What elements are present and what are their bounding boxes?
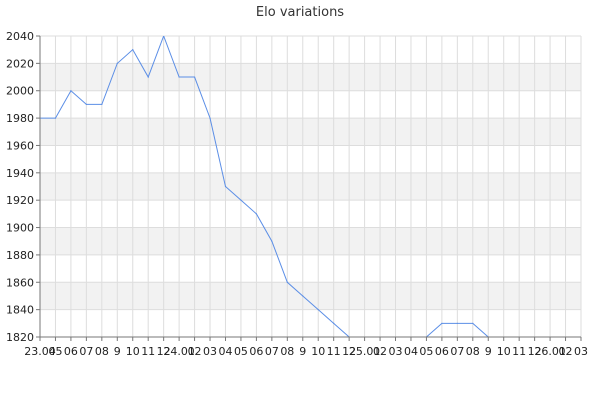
data-point [333, 322, 335, 324]
x-tick-label: 06 [249, 345, 263, 358]
y-tick-label: 2040 [6, 30, 34, 43]
x-tick-label: 05 [419, 345, 433, 358]
x-tick-label: 11 [512, 345, 526, 358]
y-tick-label: 2020 [6, 57, 34, 70]
axis-layer [36, 35, 582, 341]
y-tick-label: 1960 [6, 139, 34, 152]
data-point [286, 281, 288, 283]
chart-title: Elo variations [256, 5, 344, 20]
x-tick-label: 10 [126, 345, 140, 358]
x-tick-label: 23.04 [24, 345, 56, 358]
data-point [224, 185, 227, 188]
data-point [441, 322, 443, 324]
data-point [240, 199, 242, 201]
x-tick-label: 12 [342, 345, 356, 358]
data-point [255, 213, 257, 215]
x-tick-label: 11 [141, 345, 155, 358]
x-tick-label: 07 [450, 345, 464, 358]
x-tick-label: 9 [299, 345, 306, 358]
x-tick-label: 12 [528, 345, 542, 358]
data-point [132, 49, 134, 51]
x-tick-label: 02 [559, 345, 573, 358]
data-point [193, 76, 196, 78]
data-point [317, 309, 319, 311]
y-tick-label: 1900 [6, 222, 34, 235]
data-point [163, 36, 165, 37]
y-tick-label: 1880 [6, 249, 34, 262]
x-tick-label: 03 [389, 345, 403, 358]
data-point [302, 295, 304, 297]
x-tick-label: 10 [311, 345, 325, 358]
x-tick-label: 06 [64, 345, 78, 358]
data-point [70, 90, 72, 92]
y-tick-label: 1920 [6, 194, 34, 207]
x-tick-label: 12 [157, 345, 171, 358]
x-tick-label: 05 [48, 345, 62, 358]
x-tick-label: 9 [485, 345, 492, 358]
x-tick-label: 24.01 [163, 345, 195, 358]
y-tick-labels: 1820 1840 1860 1880 1900 1920 1940 1960 1980 2000… [6, 30, 34, 344]
y-tick-label: 1820 [6, 331, 34, 344]
x-tick-label: 26.01 [534, 345, 566, 358]
x-tick-label: 06 [435, 345, 449, 358]
data-point [472, 322, 474, 324]
x-tick-label: 04 [404, 345, 418, 358]
data-point [379, 364, 380, 365]
x-tick-label: 05 [234, 345, 248, 358]
grid-band [40, 227, 581, 255]
y-tick-label: 2000 [6, 85, 34, 98]
x-tick-label: 08 [466, 345, 480, 358]
data-point [54, 117, 57, 119]
y-tick-label: 1860 [6, 276, 34, 289]
grid-band [40, 282, 581, 310]
data-point [147, 76, 149, 78]
x-tick-label: 10 [497, 345, 511, 358]
data-point [101, 103, 103, 106]
data-point [209, 117, 211, 119]
x-tick-label: 02 [188, 345, 202, 358]
grid-band [40, 63, 581, 91]
band-layer [40, 63, 581, 310]
x-tick-label: 11 [327, 345, 341, 358]
data-point [395, 377, 396, 378]
x-tick-label: 07 [265, 345, 279, 358]
data-point [116, 62, 118, 64]
x-tick-label: 04 [218, 345, 232, 358]
x-tick-label: 25.01 [349, 345, 381, 358]
grid-band [40, 118, 581, 146]
x-tick-label: 07 [79, 345, 93, 358]
y-tick-label: 1980 [6, 112, 34, 125]
data-point [178, 76, 180, 78]
x-tick-label: 03 [203, 345, 217, 358]
y-tick-label: 1940 [6, 167, 34, 180]
x-tick-label: 02 [373, 345, 387, 358]
y-tick-label: 1840 [6, 304, 34, 317]
data-point [85, 103, 87, 106]
grid-band [40, 172, 581, 201]
x-tick-label: 08 [280, 345, 294, 358]
data-point [271, 240, 273, 242]
x-tick-label: 03 [574, 345, 588, 358]
x-tick-label: 9 [114, 345, 121, 358]
x-tick-label: 08 [95, 345, 109, 358]
data-point [456, 322, 458, 324]
